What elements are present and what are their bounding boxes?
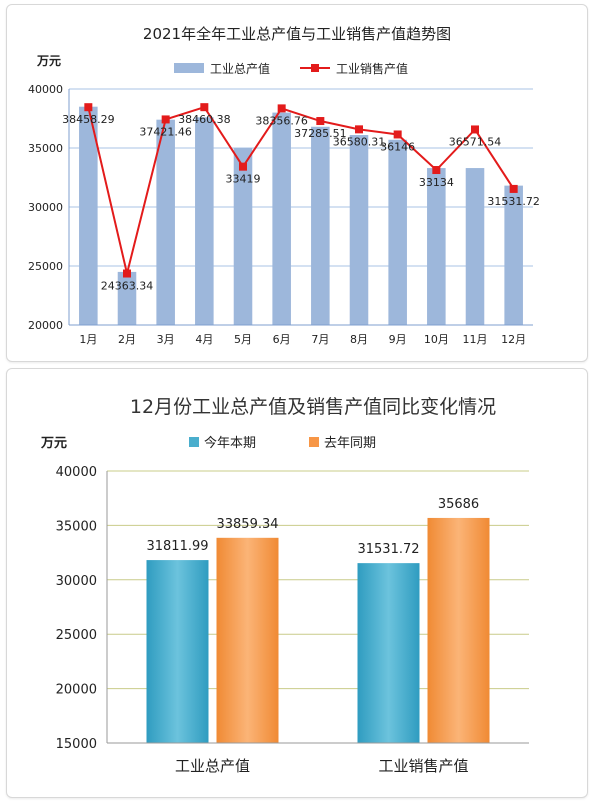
bar-total-output bbox=[465, 168, 485, 325]
data-label: 24363.34 bbox=[101, 280, 154, 293]
sales-output-marker bbox=[277, 104, 286, 113]
data-label: 37285.51 bbox=[294, 127, 347, 140]
chart-panel-yoy: 12月份工业总产值及销售产值同比变化情况 万元 今年本期 去年同期 31811.… bbox=[6, 368, 588, 798]
sales-output-line bbox=[87, 105, 515, 274]
legend-swatch-bar bbox=[174, 63, 204, 73]
bar-this-year bbox=[357, 563, 420, 743]
data-label: 38458.29 bbox=[62, 113, 115, 126]
y-tick-label: 40000 bbox=[56, 465, 97, 480]
x-tick-label: 10月 bbox=[424, 333, 449, 346]
bar-total-output bbox=[388, 139, 407, 325]
data-label: 36571.54 bbox=[449, 135, 502, 148]
bar-total-output bbox=[233, 148, 253, 325]
trend-legend: 工业总产值 工业销售产值 bbox=[174, 61, 408, 76]
yoy-legend: 今年本期 去年同期 bbox=[189, 435, 376, 451]
trend-unit-label: 万元 bbox=[36, 54, 61, 68]
sales-output-marker bbox=[355, 125, 363, 134]
data-label: 31531.72 bbox=[487, 195, 540, 208]
bar-total-output bbox=[427, 168, 446, 325]
yoy-unit-label: 万元 bbox=[40, 436, 67, 451]
bar-total-output bbox=[195, 117, 214, 325]
bar-last-year bbox=[427, 517, 490, 743]
data-label: 38356.76 bbox=[255, 114, 308, 127]
yoy-chart-title: 12月份工业总产值及销售产值同比变化情况 bbox=[130, 396, 496, 418]
y-tick-label: 20000 bbox=[28, 319, 63, 332]
trend-chart: 2021年全年工业总产值与工业销售产值趋势图 万元 工业总产值 工业销售产值 3… bbox=[28, 25, 540, 346]
y-tick-label: 25000 bbox=[56, 628, 97, 643]
sales-output-marker bbox=[123, 269, 131, 278]
x-tick-label: 8月 bbox=[350, 333, 368, 346]
sales-output-marker bbox=[471, 125, 479, 134]
x-tick-label: 11月 bbox=[463, 333, 488, 346]
legend-label-last-year: 去年同期 bbox=[324, 436, 376, 451]
y-tick-label: 15000 bbox=[56, 737, 97, 752]
legend-label-bar: 工业总产值 bbox=[210, 61, 270, 76]
bar-total-output bbox=[272, 112, 291, 325]
chart-panel-trend: 2021年全年工业总产值与工业销售产值趋势图 万元 工业总产值 工业销售产值 3… bbox=[6, 4, 588, 362]
x-tick-label: 12月 bbox=[501, 333, 526, 346]
bar-total-output bbox=[156, 119, 175, 326]
legend-label-line: 工业销售产值 bbox=[336, 61, 408, 76]
y-tick-label: 35000 bbox=[28, 142, 63, 155]
bar-total-output bbox=[349, 135, 369, 325]
sales-output-marker bbox=[393, 130, 402, 139]
x-tick-label: 9月 bbox=[389, 333, 407, 346]
bar-total-output bbox=[79, 106, 98, 325]
x-tick-label: 7月 bbox=[311, 333, 329, 346]
data-label: 33859.34 bbox=[216, 517, 278, 532]
data-label: 37421.46 bbox=[139, 125, 192, 138]
data-label: 33134 bbox=[419, 176, 454, 189]
y-tick-label: 35000 bbox=[56, 519, 97, 534]
y-tick-label: 30000 bbox=[28, 201, 63, 214]
bar-total-output bbox=[311, 126, 330, 325]
legend-label-this-year: 今年本期 bbox=[204, 435, 256, 451]
sales-output-marker bbox=[509, 184, 518, 193]
data-label: 36580.31 bbox=[333, 135, 386, 148]
x-tick-label: 6月 bbox=[273, 333, 291, 346]
legend-swatch-marker bbox=[311, 64, 319, 72]
x-tick-label: 工业总产值 bbox=[175, 757, 250, 775]
data-label: 31811.99 bbox=[146, 539, 208, 554]
x-tick-label: 5月 bbox=[234, 333, 252, 346]
yoy-chart: 12月份工业总产值及销售产值同比变化情况 万元 今年本期 去年同期 31811.… bbox=[40, 396, 529, 775]
legend-swatch-this-year bbox=[189, 437, 199, 447]
x-tick-label: 工业销售产值 bbox=[378, 757, 468, 775]
y-tick-label: 40000 bbox=[28, 83, 63, 96]
sales-output-marker bbox=[84, 103, 93, 112]
bar-total-output bbox=[504, 185, 523, 325]
bar-last-year bbox=[216, 537, 279, 743]
bar-this-year bbox=[146, 560, 209, 743]
sales-output-marker bbox=[200, 103, 209, 112]
y-tick-label: 20000 bbox=[56, 683, 97, 698]
bar-total-output bbox=[117, 271, 137, 325]
y-tick-label: 30000 bbox=[56, 574, 97, 589]
y-tick-label: 25000 bbox=[28, 260, 63, 273]
sales-output-marker bbox=[239, 162, 247, 171]
x-tick-label: 1月 bbox=[79, 333, 97, 346]
sales-output-marker bbox=[432, 166, 441, 175]
x-tick-label: 3月 bbox=[157, 333, 175, 346]
data-label: 36146 bbox=[380, 140, 415, 153]
x-tick-label: 2月 bbox=[118, 333, 136, 346]
data-label: 33419 bbox=[226, 173, 261, 186]
sales-output-marker bbox=[316, 117, 325, 126]
trend-chart-title: 2021年全年工业总产值与工业销售产值趋势图 bbox=[143, 25, 451, 43]
data-label: 31531.72 bbox=[357, 542, 419, 557]
data-label: 38460.38 bbox=[178, 113, 231, 126]
x-tick-label: 4月 bbox=[195, 333, 213, 346]
legend-swatch-last-year bbox=[309, 437, 319, 447]
sales-output-marker bbox=[161, 115, 170, 124]
data-label: 35686 bbox=[438, 497, 479, 512]
